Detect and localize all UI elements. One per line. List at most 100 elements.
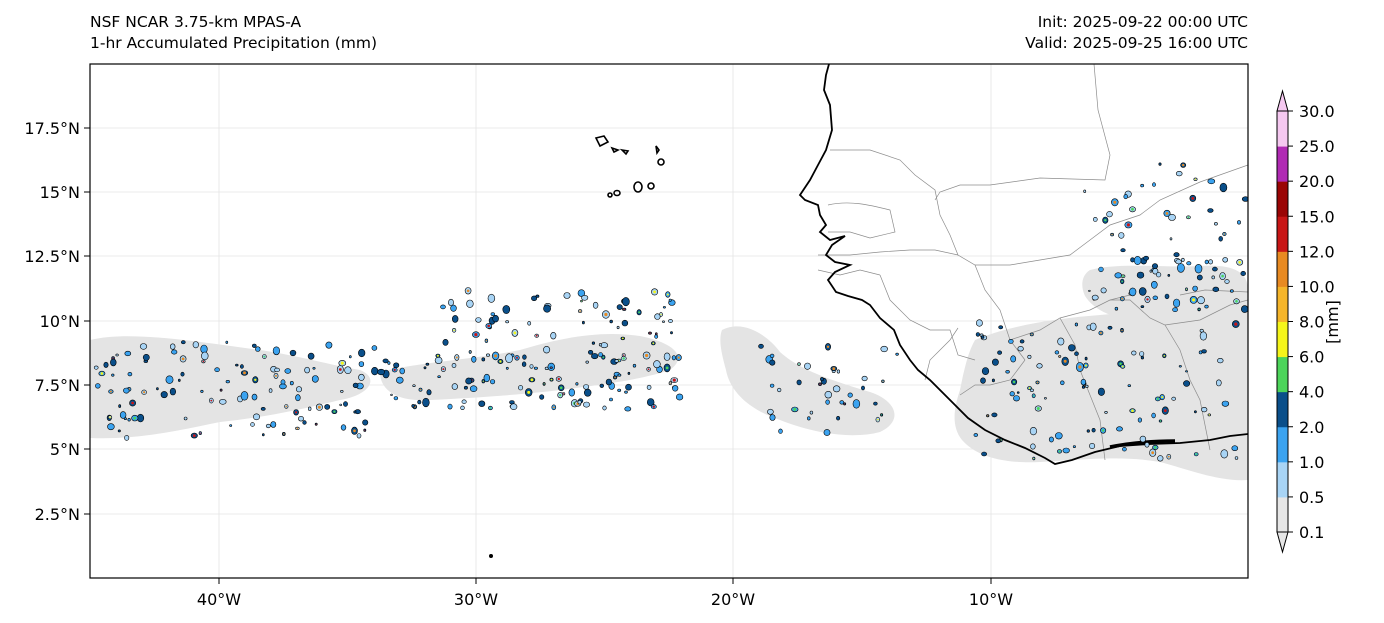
precip-cell (302, 420, 307, 425)
precip-cell (229, 424, 233, 427)
precip-cell (343, 401, 348, 407)
precip-core (550, 378, 553, 381)
precip-cell (1122, 447, 1127, 452)
precip-cell (1054, 350, 1060, 355)
precip-cell (1194, 410, 1197, 414)
precip-cell (825, 399, 830, 405)
precip-cell (1173, 298, 1181, 308)
precip-cell (1019, 339, 1025, 344)
precip-cell (1091, 294, 1099, 301)
precip-core (1059, 355, 1061, 357)
precip-cell (95, 383, 101, 389)
precip-cell (605, 378, 613, 386)
precip-cell (371, 345, 378, 351)
precip-core (832, 367, 836, 370)
precip-cell (1175, 171, 1183, 177)
precip-cell (399, 367, 405, 375)
precip-cell (1143, 255, 1149, 261)
precip-cell (976, 319, 983, 327)
precip-core (453, 329, 455, 332)
precip-cell (178, 378, 181, 382)
precip-cell (485, 353, 490, 357)
precip-core (826, 345, 830, 348)
precip-core (353, 429, 356, 433)
precip-cell (358, 348, 366, 358)
precip-core (1194, 178, 1197, 180)
colorbar-bin (1277, 356, 1288, 393)
precip-cell (451, 383, 458, 390)
precip-core (254, 378, 257, 381)
precip-cell (1214, 222, 1218, 226)
precip-cell (1221, 400, 1230, 407)
precip-core (1113, 200, 1117, 204)
precip-cell (1008, 338, 1014, 344)
precip-cell (1151, 280, 1158, 289)
precip-cell (471, 355, 477, 363)
colorbar-tick-label: 12.0 (1299, 242, 1335, 261)
precip-cell (550, 332, 557, 340)
precip-cell (527, 321, 532, 326)
precip-cell (348, 355, 352, 359)
precip-cell (1152, 295, 1159, 300)
precip-core (672, 378, 676, 382)
precip-cell (107, 423, 115, 431)
precip-cell (632, 363, 637, 368)
precip-cell (769, 414, 776, 421)
precip-cell (180, 371, 185, 377)
precip-cell (298, 416, 304, 422)
precip-core (340, 361, 344, 365)
precip-cell (778, 428, 783, 434)
precip-core (364, 429, 366, 431)
lat-tick-label: 12.5°N (24, 247, 80, 266)
precip-cell (847, 392, 853, 398)
precip-cell (585, 360, 589, 364)
precip-cell (1241, 196, 1248, 202)
precip-cell (115, 353, 119, 357)
precip-cell (1107, 325, 1113, 330)
precip-cell (654, 313, 661, 320)
precip-cell (1114, 306, 1119, 311)
precip-core (666, 293, 669, 296)
precip-cell (478, 400, 486, 407)
precip-cell (463, 385, 468, 390)
precip-core (499, 360, 502, 363)
lon-tick-label: 40°W (197, 590, 241, 609)
precip-core (1163, 355, 1166, 357)
colorbar-bin (1277, 111, 1288, 147)
precip-core (669, 382, 671, 384)
precip-cell (609, 319, 613, 324)
precip-cell (1131, 350, 1137, 356)
precip-cell (124, 435, 130, 441)
precip-cell (492, 315, 499, 323)
precip-cell (671, 355, 677, 361)
precip-cell (253, 413, 261, 421)
precip-cell (1137, 417, 1142, 423)
precip-cell (255, 346, 261, 352)
precip-cell (1157, 455, 1164, 462)
precip-cell (353, 410, 357, 414)
precip-cell (139, 343, 148, 350)
precip-cell (483, 373, 490, 383)
precip-cell (251, 393, 258, 401)
precip-cell (591, 353, 599, 360)
precip-cell (475, 317, 482, 323)
coastline (798, 64, 1248, 465)
precip-core (1161, 396, 1164, 399)
precip-cell (411, 404, 415, 408)
precip-cell (1088, 289, 1091, 292)
precip-cell (1060, 380, 1065, 386)
precip-core (550, 367, 552, 369)
precip-cell (861, 375, 868, 382)
precip-cell (272, 346, 281, 356)
precip-cell (1093, 216, 1098, 222)
precip-cell (836, 416, 841, 421)
precip-cell (1212, 286, 1220, 293)
precip-cell (118, 404, 122, 408)
precip-cell (767, 408, 774, 415)
precip-cell (127, 418, 131, 422)
precip-core (552, 406, 555, 409)
precip-cell (1027, 354, 1032, 359)
precip-core (543, 383, 545, 385)
precip-cell (577, 289, 586, 297)
precip-cell (1208, 259, 1213, 265)
